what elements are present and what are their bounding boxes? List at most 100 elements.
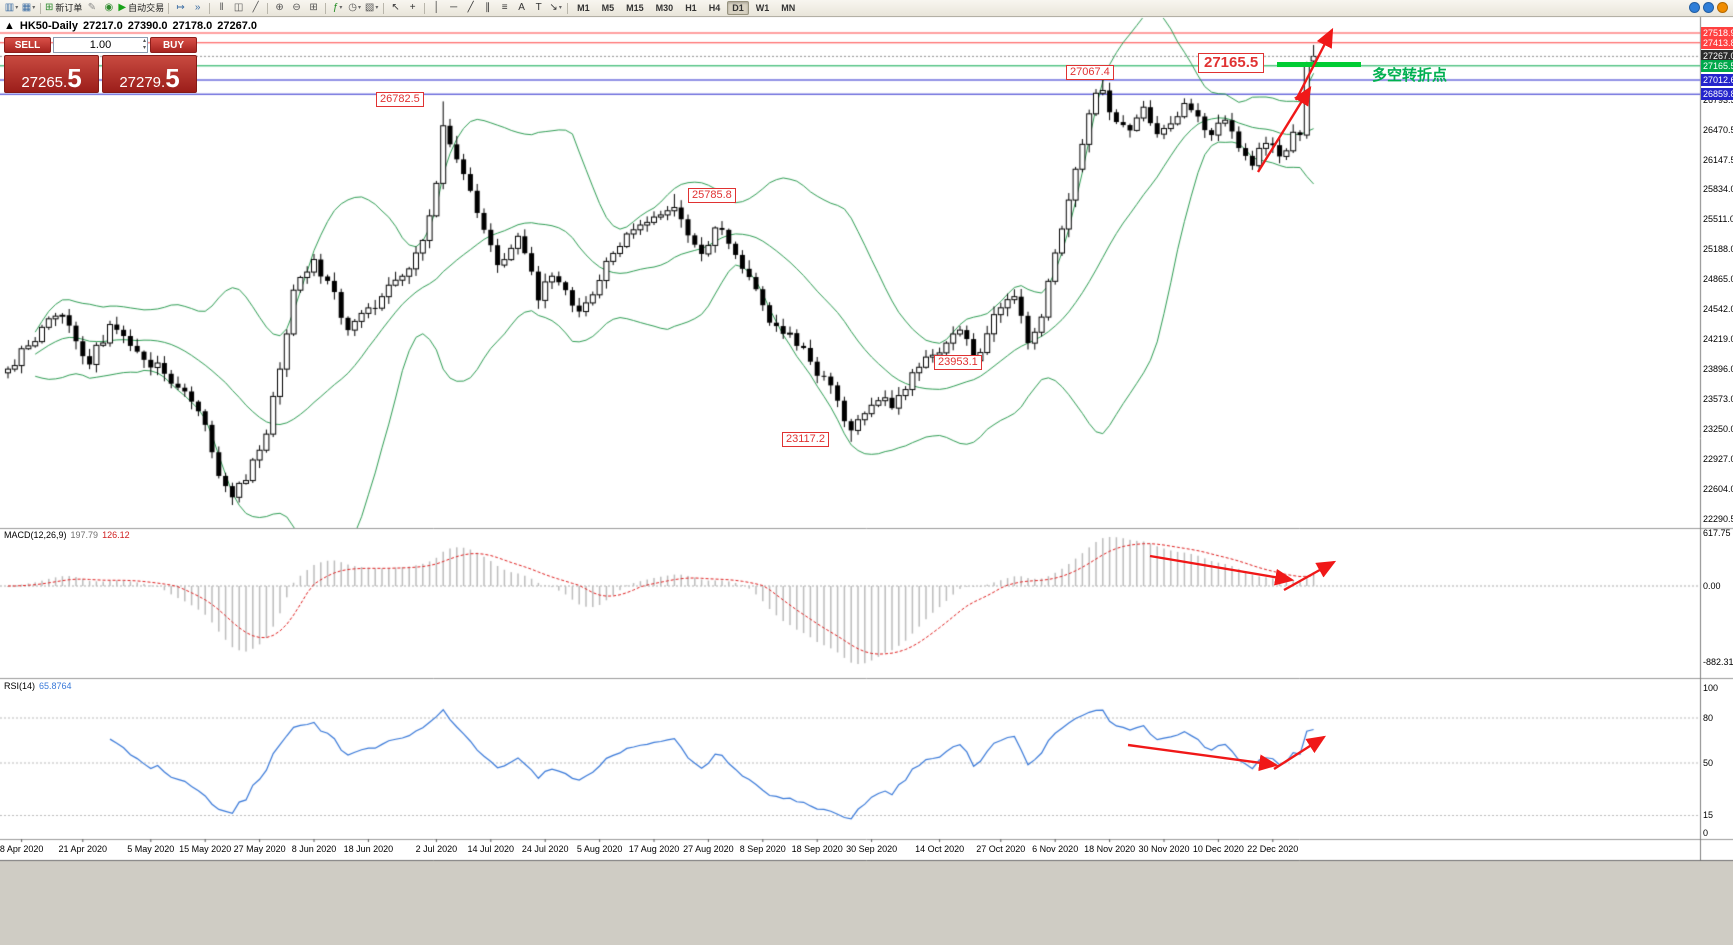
dropdown-caret-icon: ▾ [375, 5, 379, 11]
autotrading-button-label: 自动交易 [128, 3, 165, 13]
rsi-scale-label: 80 [1703, 713, 1714, 723]
timeframe-mn-button[interactable]: MN [781, 3, 796, 13]
macd-down-arrow[interactable] [1149, 554, 1295, 586]
chart-profiles-icon[interactable]: ▦ ▾ [20, 1, 37, 15]
crosshair-icon[interactable]: + [404, 1, 421, 15]
metaeditor-icon[interactable]: ✎ [83, 1, 100, 15]
rsi-up-arrow[interactable] [1273, 735, 1327, 771]
bar-chart-icon-glyph: ‖ [219, 2, 224, 13]
crosshair-icon-glyph: + [409, 2, 416, 13]
buy-button[interactable]: BUY [150, 37, 197, 53]
sell-price-display[interactable]: 27265. 5 [4, 55, 99, 93]
indicators-icon-glyph: ƒ [332, 2, 339, 13]
volume-input[interactable]: 1.00 ▴ ▾ [53, 37, 148, 53]
price-annotation-27165.5[interactable]: 27165.5 [1198, 53, 1265, 73]
timeframe-m30-button[interactable]: M30 [655, 3, 674, 13]
new-order-button[interactable]: ⊞ 新订单 [44, 1, 83, 15]
expert-advisors-icon[interactable]: ◉ [100, 1, 117, 15]
trendline-icon-glyph: ╱ [467, 2, 474, 13]
volume-down-icon[interactable]: ▾ [142, 45, 146, 51]
zoom-in-icon[interactable]: ⊕ [271, 1, 288, 15]
time-axis-label: 14 Jul 2020 [467, 844, 515, 854]
price-annotation-25785.8[interactable]: 25785.8 [688, 188, 736, 203]
macd-scale-label: -882.31 [1703, 657, 1733, 667]
new-chart-icon-glyph: ▥ [4, 2, 15, 13]
price-tag-27165.5: 27165.5 [1701, 59, 1733, 72]
chinese-note-text[interactable]: 多空转折点 [1372, 67, 1448, 84]
volume-spinner: ▴ ▾ [143, 38, 146, 52]
time-axis-label: 18 Sep 2020 [791, 844, 843, 854]
time-axis-label: 18 Nov 2020 [1084, 844, 1136, 854]
price-scale-label: 24865.0 [1703, 274, 1733, 285]
price-big-digit: 5 [165, 63, 180, 93]
price-tag-27267.0: 27267.0 [1701, 50, 1733, 63]
time-axis-label: 27 Aug 2020 [683, 844, 734, 854]
candlestick-chart-icon[interactable]: ◫ [230, 1, 247, 15]
macd-scale-label: 617.75 [1703, 528, 1731, 538]
timeframe-h1-button[interactable]: H1 [685, 3, 697, 13]
metaeditor-icon-glyph: ✎ [87, 2, 97, 13]
tile-windows-icon-glyph: ⊞ [309, 2, 318, 13]
horizontal-line-icon[interactable]: ─ [445, 1, 462, 15]
zoom-in-icon-glyph: ⊕ [275, 2, 284, 13]
price-scale-label: 23573.0 [1703, 394, 1733, 405]
price-annotation-27067.4[interactable]: 27067.4 [1066, 65, 1114, 80]
bullish-level-highlight[interactable] [1277, 62, 1361, 67]
ohlc-open: 27217.0 [82, 20, 123, 32]
fibonacci-icon[interactable]: ≡ [496, 1, 513, 15]
notifications-icon[interactable] [1717, 2, 1728, 13]
buy-price-display[interactable]: 27279. 5 [102, 55, 197, 93]
time-axis-label: 17 Aug 2020 [628, 844, 680, 854]
auto-scroll-icon[interactable]: » [189, 1, 206, 15]
indicators-icon[interactable]: ƒ ▾ [329, 1, 346, 15]
timeframe-m5-button[interactable]: M5 [601, 3, 615, 13]
text-icon[interactable]: A [513, 1, 530, 15]
trendline-icon[interactable]: ╱ [462, 1, 479, 15]
ohlc-low: 27178.0 [172, 20, 213, 32]
new-chart-icon[interactable]: ▥ ▾ [3, 1, 20, 15]
templates-icon[interactable]: ▧ ▾ [363, 1, 380, 15]
text-label-icon[interactable]: T [530, 1, 547, 15]
volume-up-icon[interactable]: ▴ [142, 38, 146, 44]
arrows-tool-icon[interactable]: ↘ ▾ [547, 1, 564, 15]
time-axis-label: 6 Nov 2020 [1032, 844, 1079, 854]
zoom-out-icon[interactable]: ⊖ [288, 1, 305, 15]
vertical-line-icon[interactable]: │ [428, 1, 445, 15]
periods-icon[interactable]: ◷ ▾ [346, 1, 363, 15]
timeframe-w1-button[interactable]: W1 [755, 3, 770, 13]
line-chart-icon[interactable]: ╱ [247, 1, 264, 15]
price-scale-label: 22604.0 [1703, 484, 1733, 495]
price-trend-arrow-2[interactable] [1294, 27, 1334, 101]
timeframe-m15-button[interactable]: M15 [626, 3, 644, 13]
mql5-community-icon[interactable] [1703, 2, 1714, 13]
price-annotation-26782.5[interactable]: 26782.5 [376, 92, 424, 107]
rsi-down-arrow[interactable] [1127, 743, 1279, 772]
time-axis-label: 8 Jun 2020 [291, 844, 337, 854]
autotrading-button[interactable]: ▶ 自动交易 [117, 1, 165, 15]
rsi-scale-label: 100 [1703, 683, 1719, 693]
text-label-icon-glyph: T [535, 2, 542, 13]
candlestick-chart-icon-glyph: ◫ [233, 2, 244, 13]
macd-name: MACD(12,26,9) [4, 530, 67, 540]
cursor-icon[interactable]: ↖ [387, 1, 404, 15]
tile-windows-icon[interactable]: ⊞ [305, 1, 322, 15]
rsi-scale-label: 15 [1703, 810, 1714, 820]
timeframe-m1-button[interactable]: M1 [577, 3, 590, 13]
price-scale-label: 23250.0 [1703, 424, 1733, 435]
chart-shift-icon[interactable]: ↦ [172, 1, 189, 15]
sell-button[interactable]: SELL [4, 37, 51, 53]
equidistant-channel-icon[interactable]: ∥ [479, 1, 496, 15]
timeframe-d1-button[interactable]: D1 [727, 1, 749, 15]
price-annotation-23117.2[interactable]: 23117.2 [782, 432, 829, 447]
time-axis-label: 14 Oct 2020 [915, 844, 965, 854]
cursor-icon-glyph: ↖ [391, 2, 400, 13]
panel-collapse-icon[interactable]: ▲ [4, 20, 15, 32]
macd-up-arrow[interactable] [1283, 560, 1337, 592]
mql5-chat-icon[interactable] [1689, 2, 1700, 13]
timeframe-h4-button[interactable]: H4 [708, 3, 721, 13]
price-trend-arrow-1[interactable] [1256, 85, 1312, 173]
bar-chart-icon[interactable]: ‖ [213, 1, 230, 15]
price-annotation-23953.1[interactable]: 23953.1 [934, 355, 982, 370]
